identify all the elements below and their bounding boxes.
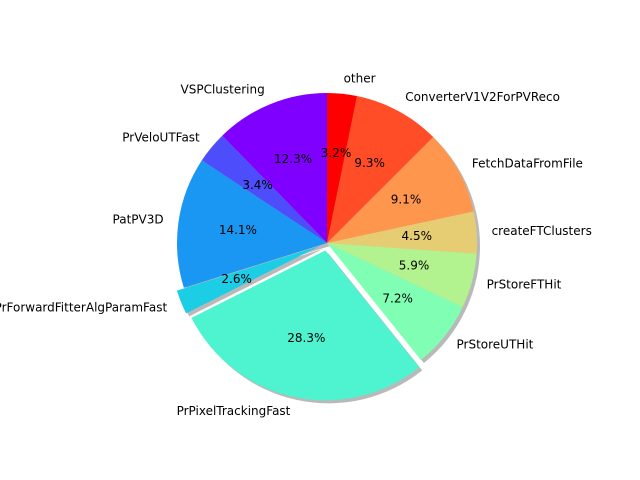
- slice-label-prveloutfast: PrVeloUTFast: [122, 130, 200, 144]
- slice-label-prforwardfitteralgparamfast: PrForwardFitterAlgParamFast: [0, 300, 167, 314]
- slice-percent-converterv1v2forpvreco: 9.3%: [354, 156, 385, 170]
- slice-converterv1v2forpvreco: [327, 96, 434, 243]
- slice-createftclusters: [327, 211, 478, 254]
- slice-percent-prpixeltrackingfast: 28.3%: [287, 331, 325, 345]
- slice-percent-createftclusters: 4.5%: [402, 229, 433, 243]
- slice-label-fetchdatafromfile: FetchDataFromFile: [472, 157, 583, 171]
- slice-percent-prstoreuthit: 7.2%: [382, 291, 413, 305]
- slice-label-prpixeltrackingfast: PrPixelTrackingFast: [177, 404, 291, 418]
- slice-percent-prforwardfitteralgparamfast: 2.6%: [221, 272, 252, 286]
- slice-prforwardfitteralgparamfast: [176, 245, 321, 314]
- slice-percent-fetchdatafromfile: 9.1%: [391, 192, 422, 206]
- slice-patpv3d: [176, 160, 327, 288]
- slice-label-prstoreuthit: PrStoreUTHit: [457, 338, 534, 352]
- slice-prstoreuthit: [327, 243, 463, 361]
- slice-wedges: [176, 93, 478, 401]
- slice-prpixeltrackingfast: [191, 250, 420, 401]
- slice-label-patpv3d: PatPV3D: [113, 212, 164, 226]
- slice-percent-patpv3d: 14.1%: [219, 223, 257, 237]
- slice-fetchdatafromfile: [327, 137, 474, 243]
- slice-label-converterv1v2forpvreco: ConverterV1V2ForPVReco: [405, 90, 560, 104]
- slice-prveloutfast: [201, 135, 327, 243]
- slice-shadow-prforwardfitteralgparamfast: [179, 248, 324, 317]
- slice-percent-vspclustering: 12.3%: [274, 152, 312, 166]
- slice-percent-other: 3.2%: [321, 146, 352, 160]
- slice-vspclustering: [222, 93, 327, 243]
- slice-label-vspclustering: VSPClustering: [181, 83, 265, 97]
- slice-percent-prveloutfast: 3.4%: [242, 178, 273, 192]
- slice-label-prstorefthit: PrStoreFTHit: [487, 277, 562, 291]
- slice-labels: VSPClustering 12.3% PrVeloUTFast 3.4% PatPV3…: [0, 71, 592, 418]
- slice-label-other: other: [344, 71, 376, 85]
- slice-percent-prstorefthit: 5.9%: [399, 258, 430, 272]
- slice-label-createftclusters: createFTClusters: [492, 224, 592, 238]
- slice-prstorefthit: [327, 243, 477, 308]
- slice-other: [327, 93, 357, 243]
